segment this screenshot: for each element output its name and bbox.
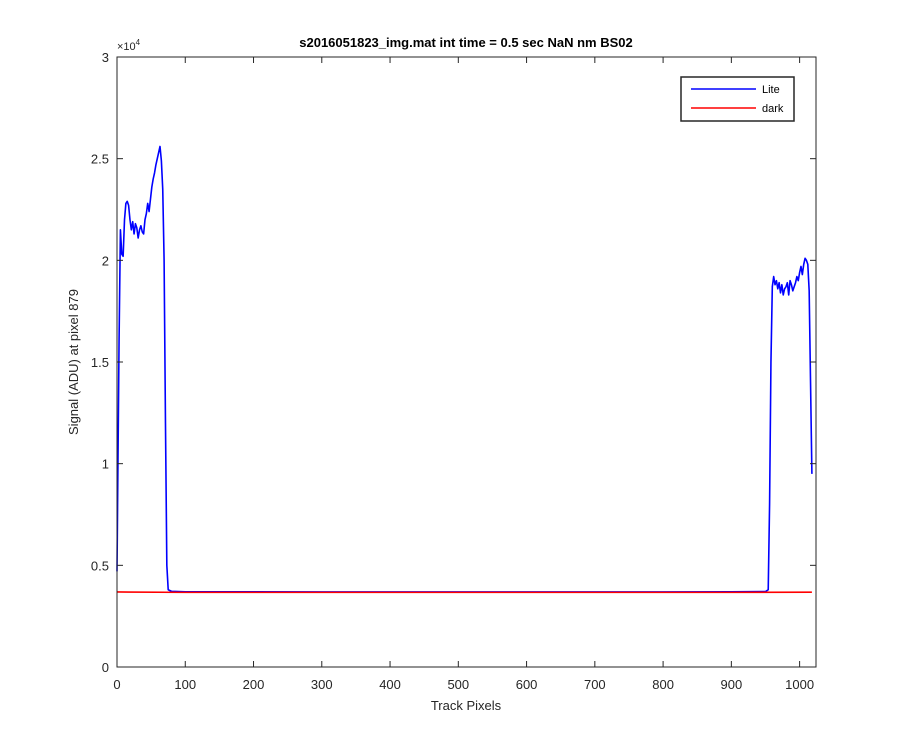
y-axis-label: Signal (ADU) at pixel 879	[66, 289, 81, 435]
y-tick-label: 0.5	[91, 558, 109, 573]
legend-entry-dark: dark	[762, 103, 784, 115]
y-tick-label: 1	[102, 457, 109, 472]
x-tick-label: 200	[243, 677, 265, 692]
x-tick-label: 800	[652, 677, 674, 692]
x-tick-label: 0	[113, 677, 120, 692]
y-tick-label: 2.5	[91, 152, 109, 167]
legend-entry-lite: Lite	[762, 84, 780, 96]
chart-title: s2016051823_img.mat int time = 0.5 sec N…	[299, 35, 633, 50]
x-tick-label: 900	[721, 677, 743, 692]
x-tick-label: 100	[174, 677, 196, 692]
legend: Lite dark	[681, 77, 794, 121]
x-tick-label: 700	[584, 677, 606, 692]
y-tick-label: 0	[102, 660, 109, 675]
plot-area	[117, 57, 816, 667]
y-tick-label: 1.5	[91, 355, 109, 370]
y-tick-label: 3	[102, 50, 109, 65]
x-axis-label: Track Pixels	[431, 698, 502, 713]
x-tick-label: 600	[516, 677, 538, 692]
y-tick-label: 2	[102, 253, 109, 268]
x-tick-label: 400	[379, 677, 401, 692]
x-tick-label: 500	[447, 677, 469, 692]
x-tick-label: 300	[311, 677, 333, 692]
x-tick-label: 1000	[785, 677, 814, 692]
